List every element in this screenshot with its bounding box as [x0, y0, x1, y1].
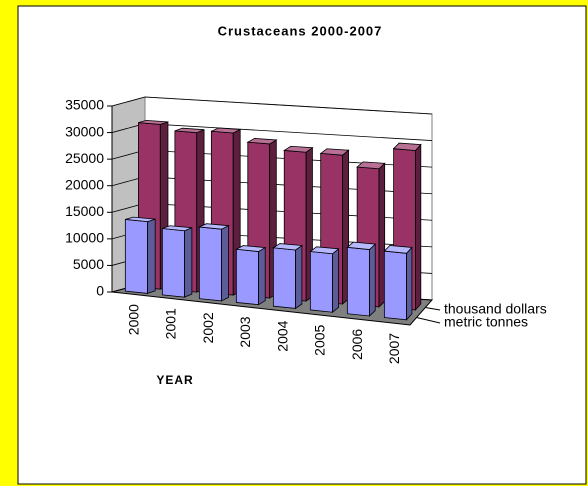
- bar-top: [346, 241, 377, 250]
- bar-top: [392, 142, 422, 151]
- bar-top: [138, 119, 169, 125]
- y-tick-label: 10000: [65, 230, 104, 246]
- bar-side: [184, 227, 193, 298]
- bar-front: [272, 247, 296, 309]
- bar-top: [125, 216, 156, 223]
- x-tick-label: 2005: [312, 324, 328, 355]
- x-tick-label: 2004: [274, 320, 290, 351]
- bar-top: [211, 127, 242, 134]
- bar-side: [332, 247, 339, 314]
- bar-top: [319, 148, 350, 156]
- y-tick-label: 5000: [73, 256, 104, 272]
- bar: [272, 243, 304, 310]
- bar-front: [161, 228, 185, 298]
- bar-side: [147, 218, 156, 294]
- bar-side: [406, 246, 413, 321]
- grid-line: [111, 96, 433, 115]
- bar-side: [378, 162, 386, 308]
- bar: [124, 216, 156, 294]
- bar: [235, 245, 267, 306]
- bar-front: [198, 226, 222, 302]
- bar: [346, 241, 377, 317]
- bar-top: [356, 161, 386, 170]
- x-tick-label: 2007: [386, 333, 402, 364]
- legend-label: metric tonnes: [444, 314, 528, 330]
- depth-tick: [416, 317, 441, 324]
- bar-front: [383, 250, 407, 321]
- bar-side: [415, 143, 422, 311]
- x-tick-label: 2001: [163, 308, 179, 339]
- y-tick-label: 25000: [65, 150, 104, 166]
- x-tick-label: 2003: [237, 316, 253, 347]
- bar-side: [221, 225, 229, 302]
- legend-label: thousand dollars: [444, 301, 547, 317]
- bar: [197, 223, 230, 302]
- bar: [309, 246, 340, 314]
- bar: [161, 225, 193, 298]
- chart-title: Crustaceans 2000-2007: [218, 23, 383, 38]
- y-tick-label: 0: [96, 283, 104, 299]
- bar: [383, 245, 413, 321]
- bar-top: [174, 127, 205, 134]
- depth-tick: [425, 307, 441, 311]
- bar-top: [246, 138, 278, 145]
- bar-top: [283, 145, 314, 153]
- x-axis-label: YEAR: [156, 373, 193, 387]
- bar-top: [383, 245, 413, 254]
- bar-top: [272, 243, 304, 251]
- x-tick-label: 2002: [200, 312, 216, 343]
- y-tick-label: 35000: [65, 97, 104, 113]
- y-tick-label: 15000: [65, 203, 104, 219]
- bar-top: [309, 246, 340, 255]
- bar-front: [346, 246, 370, 317]
- x-tick-label: 2000: [125, 304, 141, 335]
- bar-top: [162, 225, 193, 232]
- y-tick-label: 30000: [65, 123, 104, 139]
- bar-side: [369, 243, 376, 317]
- bar-top: [197, 223, 230, 230]
- bar-front: [124, 218, 148, 294]
- bar-side: [258, 246, 266, 306]
- bar-front: [235, 248, 259, 306]
- x-tick-label: 2006: [349, 329, 365, 360]
- bar-front: [309, 251, 333, 313]
- plot: 0 5000 10000 15000 20000 25000 30000 35000 2000 2…: [65, 96, 547, 364]
- bar-top: [235, 245, 267, 252]
- y-tick-label: 20000: [65, 176, 104, 192]
- bar-side: [295, 244, 303, 310]
